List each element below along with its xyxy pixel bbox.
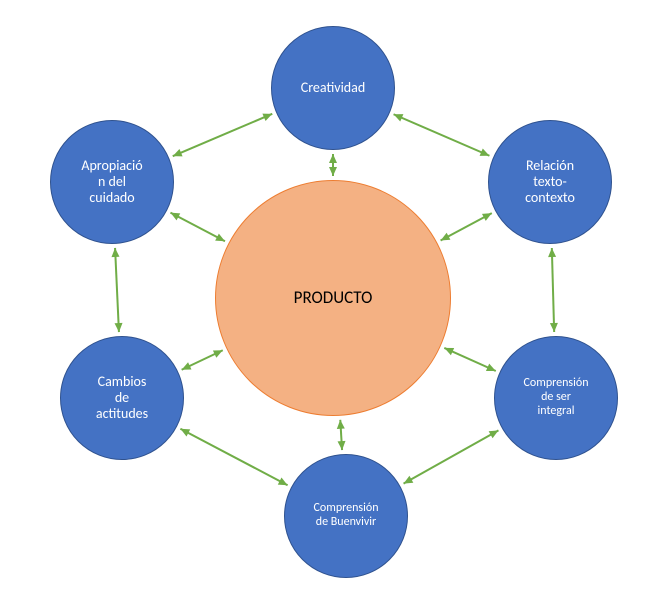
node-buenvivir: Comprensión de Buenvivir [284,454,408,578]
node-ser_integral: Comprensión de ser integral [494,336,618,460]
node-label: Comprensión de Buenvivir [314,502,379,530]
node-creatividad: Creatividad [271,26,395,150]
node-label: PRODUCTO [294,288,373,308]
node-apropiacion: Apropiació n del cuidado [50,120,174,244]
diagram-stage: PRODUCTO Creatividad Relación texto- conte… [0,0,666,612]
node-label: Cambios de actitudes [96,374,148,422]
node-label: Apropiació n del cuidado [81,158,142,206]
node-label: Comprensión de ser integral [524,377,589,418]
node-label: Creatividad [301,80,365,96]
node-producto: PRODUCTO [215,180,451,416]
node-cambios: Cambios de actitudes [60,336,184,460]
node-relacion: Relación texto- contexto [488,120,612,244]
node-label: Relación texto- contexto [525,158,575,206]
